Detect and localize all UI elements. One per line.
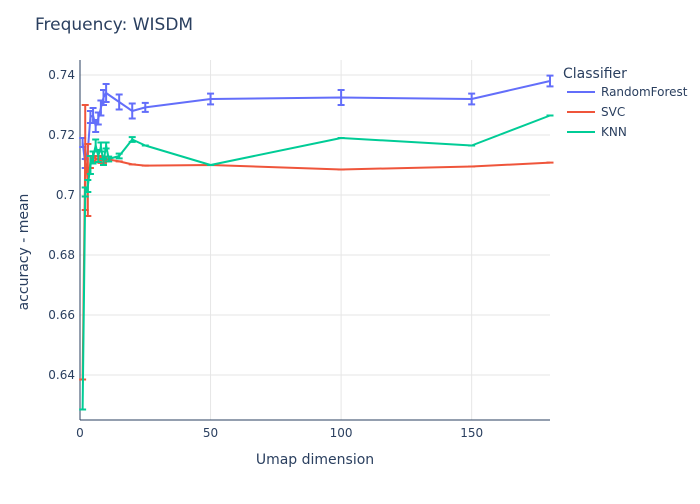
legend-label: RandomForest	[601, 85, 688, 99]
legend-item-knn[interactable]: KNN	[567, 125, 627, 139]
y-tick-label: 0.68	[48, 248, 75, 262]
series-layer	[79, 74, 554, 411]
chart-title: Frequency: WISDM	[35, 15, 193, 35]
y-tick-label: 0.72	[48, 128, 75, 142]
legend-item-svc[interactable]: SVC	[567, 105, 625, 119]
error-bar-knn	[105, 155, 113, 163]
legend-title: Classifier	[563, 66, 627, 82]
legend-label: SVC	[601, 105, 625, 119]
error-bar-randomforest	[115, 93, 123, 111]
y-tick-label: 0.7	[56, 188, 75, 202]
x-tick-label: 100	[330, 426, 353, 440]
error-bar-knn	[102, 141, 110, 150]
error-bar-knn	[100, 158, 107, 166]
error-bar-knn	[84, 179, 92, 193]
error-bar-randomforest	[337, 89, 345, 106]
grid-lines	[80, 60, 550, 420]
x-tick-label: 0	[76, 426, 84, 440]
error-bar-randomforest	[468, 92, 476, 106]
legend-item-randomforest[interactable]: RandomForest	[567, 85, 688, 99]
y-tick-labels: 0.64 0.66 0.68 0.7 0.72 0.74	[48, 68, 75, 382]
error-bar-knn	[128, 136, 136, 143]
error-bar-randomforest	[207, 92, 215, 106]
series-knn	[79, 114, 554, 411]
x-tick-label: 150	[460, 426, 483, 440]
x-tick-labels: 0 50 100 150	[76, 426, 483, 440]
error-bar-randomforest	[546, 74, 554, 88]
error-bar-randomforest	[128, 102, 136, 120]
legend-label: KNN	[601, 125, 627, 139]
x-tick-label: 50	[203, 426, 218, 440]
legend-items: RandomForest SVC KNN	[567, 85, 688, 139]
error-bar-randomforest	[102, 83, 110, 103]
y-axis-title: accuracy - mean	[16, 194, 32, 311]
y-tick-label: 0.66	[48, 308, 75, 322]
error-bar-knn	[115, 152, 123, 160]
y-tick-label: 0.74	[48, 68, 75, 82]
error-bar-randomforest	[141, 101, 149, 113]
y-tick-label: 0.64	[48, 368, 75, 382]
legend: Classifier RandomForest SVC KNN	[563, 66, 688, 139]
axes	[79, 60, 550, 421]
x-axis-title: Umap dimension	[256, 452, 374, 468]
